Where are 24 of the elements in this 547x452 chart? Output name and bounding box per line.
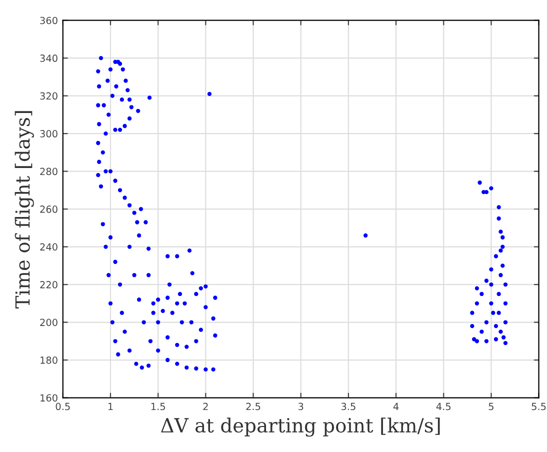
x-tick-label: 1.5	[151, 402, 165, 410]
y-axis-title: Time of flight [days]	[14, 111, 34, 308]
y-tick-label: 160	[40, 394, 58, 402]
x-tick-label: 5	[488, 402, 494, 410]
x-tick-label: 2.5	[246, 402, 260, 410]
x-axis-title: ΔV at departing point [km/s]	[161, 418, 440, 437]
y-tick-label: 280	[40, 168, 58, 176]
x-tick-label: 4	[393, 402, 399, 410]
y-tick-label: 340	[40, 54, 58, 62]
y-tick-label: 320	[40, 92, 58, 100]
x-tick-label: 3	[298, 402, 304, 410]
x-tick-label: 4.5	[436, 402, 450, 410]
y-tick-label: 300	[40, 130, 58, 138]
y-tick-label: 360	[40, 16, 58, 24]
y-tick-label: 260	[40, 206, 58, 213]
y-tick-label: 200	[40, 318, 58, 326]
y-tick-label: 180	[40, 356, 58, 364]
x-tick-label: 5.5	[532, 402, 546, 410]
x-tick-label: 1	[108, 402, 113, 410]
x-tick-label: 2	[203, 402, 208, 410]
x-tick-label: 0.5	[56, 402, 70, 410]
y-tick-label: 240	[40, 243, 58, 251]
x-tick-label: 3.5	[341, 402, 356, 410]
y-tick-label: 220	[40, 281, 58, 288]
